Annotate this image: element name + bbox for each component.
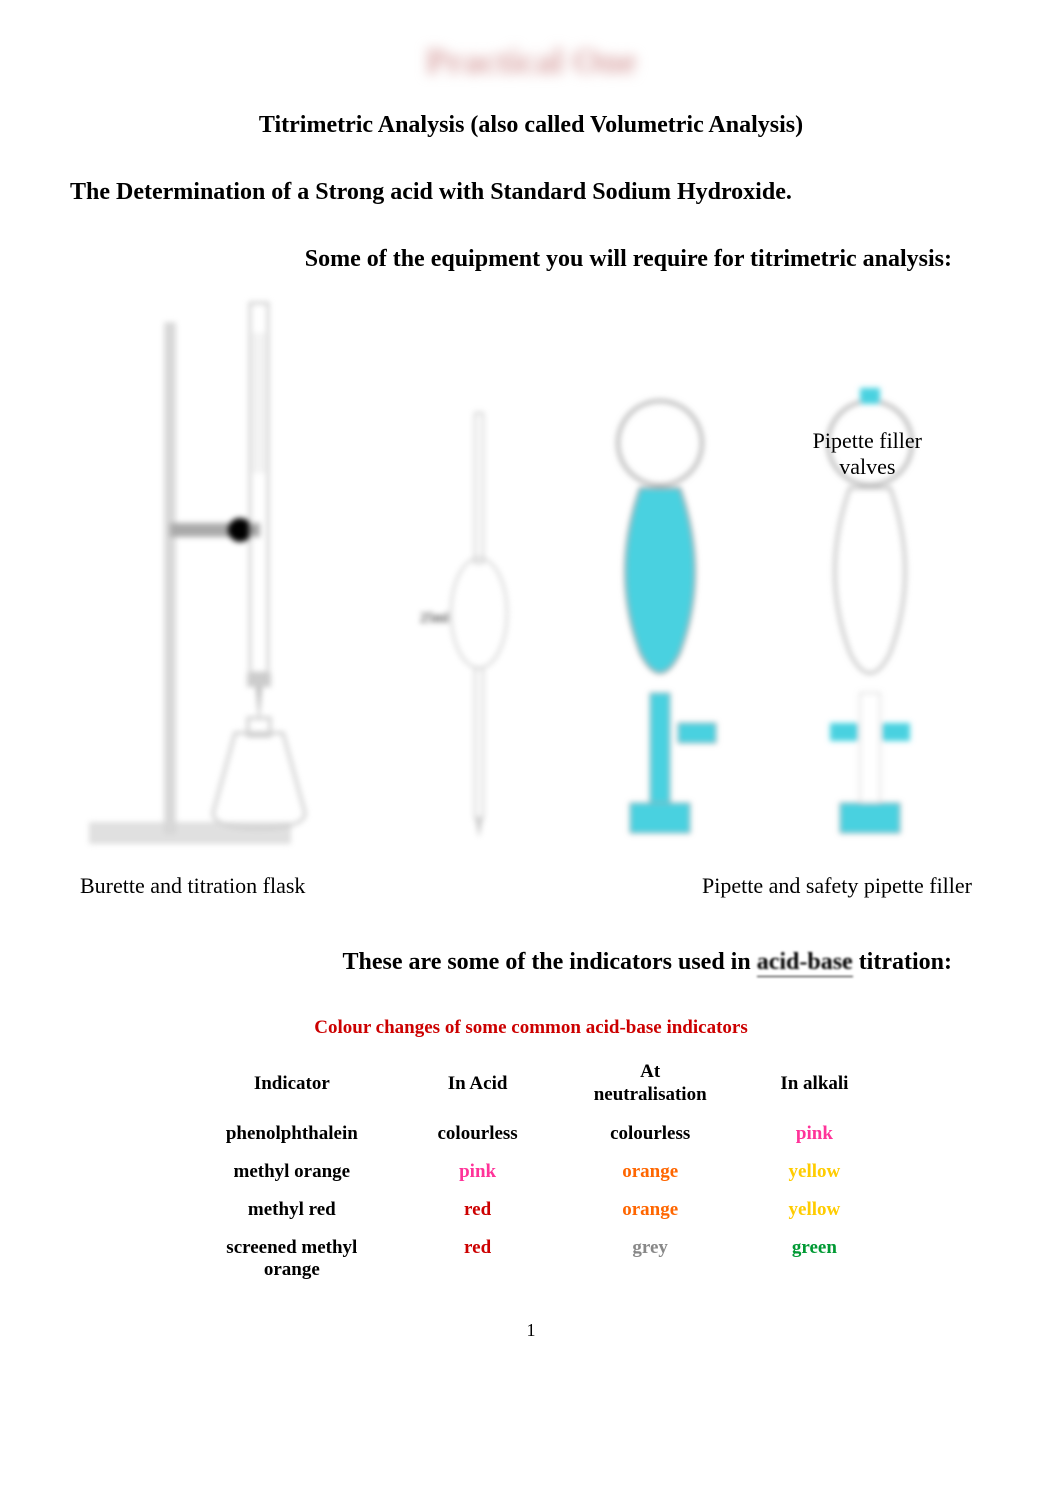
burette-stand-diagram <box>70 293 390 853</box>
indicator-name: phenolphthalein <box>181 1115 403 1153</box>
table-title: Colour changes of some common acid-base … <box>70 1017 992 1039</box>
indicator-name-l1: screened methyl <box>226 1237 357 1258</box>
pipette-filler-diagram: Pipette filler valves <box>570 293 992 853</box>
table-body: phenolphthalein colourless colourless pi… <box>181 1115 881 1291</box>
page-number: 1 <box>70 1320 992 1341</box>
acid-val: colourless <box>403 1115 553 1153</box>
pipette-diagram: 25ml <box>410 293 550 853</box>
pipette-volume-label: 25ml <box>420 611 449 627</box>
equipment-captions: Burette and titration flask Pipette and … <box>70 873 992 899</box>
table-row: screened methyl orange red grey green <box>181 1229 881 1291</box>
pipette-filler-label-line2: valves <box>839 454 895 479</box>
table-row: phenolphthalein colourless colourless pi… <box>181 1115 881 1153</box>
indicator-name: methyl red <box>181 1191 403 1229</box>
indicator-table: Indicator In Acid At neutralisation In a… <box>181 1053 881 1290</box>
table-row: methyl red red orange yellow <box>181 1191 881 1229</box>
caption-pipette-filler: Pipette and safety pipette filler <box>702 873 972 899</box>
alkali-val: pink <box>748 1115 881 1153</box>
neutral-val: grey <box>553 1229 748 1291</box>
indicators-heading-suffix: titration: <box>853 949 952 975</box>
acid-val: pink <box>403 1153 553 1191</box>
col-in-acid: In Acid <box>403 1053 553 1115</box>
col-at: At <box>640 1061 660 1082</box>
indicator-name-l2: orange <box>264 1259 320 1280</box>
caption-burette: Burette and titration flask <box>80 873 305 899</box>
neutral-val: colourless <box>553 1115 748 1153</box>
pipette-filler-valves-label: Pipette filler valves <box>813 428 922 481</box>
equipment-heading: Some of the equipment you will require f… <box>70 246 992 273</box>
indicator-name: screened methyl orange <box>181 1229 403 1291</box>
neutral-val: orange <box>553 1191 748 1229</box>
alkali-val: green <box>748 1229 881 1291</box>
equipment-diagram-area: 25ml <box>70 293 992 853</box>
indicator-name: methyl orange <box>181 1153 403 1191</box>
col-in-alkali: In alkali <box>748 1053 881 1115</box>
acid-val: red <box>403 1191 553 1229</box>
acid-val: red <box>403 1229 553 1291</box>
neutral-val: orange <box>553 1153 748 1191</box>
indicators-heading-prefix: These are some of the indicators used in <box>342 949 756 975</box>
alkali-val: yellow <box>748 1153 881 1191</box>
col-neutralisation: neutralisation <box>594 1084 707 1105</box>
table-row: methyl orange pink orange yellow <box>181 1153 881 1191</box>
indicators-heading-underlined: acid-base <box>757 949 853 977</box>
subtitle: Titrimetric Analysis (also called Volume… <box>70 112 992 139</box>
alkali-val: yellow <box>748 1191 881 1229</box>
indicators-heading: These are some of the indicators used in… <box>70 949 992 977</box>
blurred-header: Practical One <box>70 40 992 82</box>
col-at-neutralisation: At neutralisation <box>553 1053 748 1115</box>
pipette-filler-label-line1: Pipette filler <box>813 428 922 453</box>
col-indicator: Indicator <box>181 1053 403 1115</box>
table-header-row: Indicator In Acid At neutralisation In a… <box>181 1053 881 1115</box>
determination-heading: The Determination of a Strong acid with … <box>70 179 992 206</box>
